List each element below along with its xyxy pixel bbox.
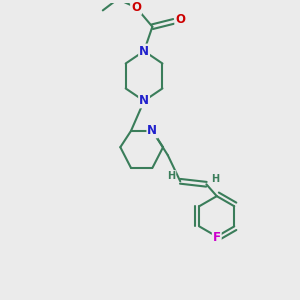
Text: H: H bbox=[167, 171, 175, 181]
Text: F: F bbox=[213, 232, 221, 244]
Text: N: N bbox=[139, 94, 149, 107]
Text: H: H bbox=[211, 174, 219, 184]
Text: N: N bbox=[147, 124, 158, 137]
Text: O: O bbox=[175, 14, 185, 26]
Text: N: N bbox=[139, 44, 149, 58]
Text: O: O bbox=[131, 1, 141, 14]
